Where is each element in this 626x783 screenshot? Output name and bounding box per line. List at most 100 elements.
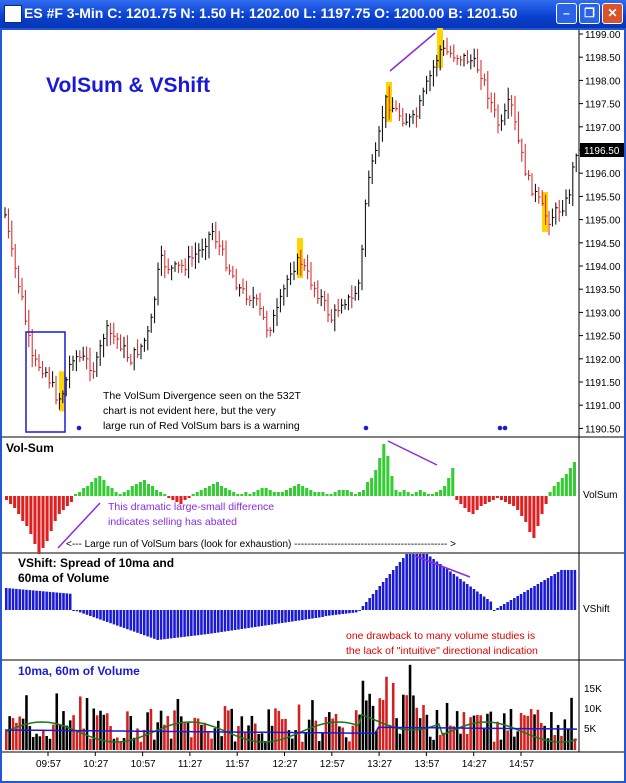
volume-bar xyxy=(18,716,22,750)
volume-bar xyxy=(129,716,133,750)
volume-bar xyxy=(415,707,419,750)
volsum-bar xyxy=(353,494,357,496)
note-line: one drawback to many volume studies is xyxy=(346,630,536,642)
vshift-bar xyxy=(391,570,395,610)
window-titlebar[interactable]: ES #F 3-Min C: 1201.75 N: 1.50 H: 1202.0… xyxy=(0,0,626,28)
vshift-bar xyxy=(472,589,476,610)
price-tick-label: 1194.00 xyxy=(585,262,621,273)
volume-bar xyxy=(476,715,479,750)
volume-bar xyxy=(465,733,469,750)
vshift-bar xyxy=(82,610,85,614)
volume-bar xyxy=(496,721,499,750)
volume-bar xyxy=(102,714,106,750)
vshift-bar xyxy=(513,598,516,610)
volsum-bar xyxy=(57,496,61,514)
volume-bar xyxy=(432,739,435,750)
volsum-bar xyxy=(361,490,366,496)
volsum-bar xyxy=(65,496,69,506)
vshift-bar xyxy=(89,610,92,616)
vshift-bar xyxy=(422,554,425,610)
volume-bar xyxy=(418,718,422,750)
volsum-bar xyxy=(536,496,540,526)
vshift-bar xyxy=(274,610,277,624)
vshift-bar xyxy=(253,610,257,627)
volume-bar xyxy=(139,741,143,750)
volsum-bar xyxy=(349,492,353,496)
vshift-bar xyxy=(122,610,126,628)
minimize-button[interactable]: – xyxy=(556,3,577,24)
volsum-bar xyxy=(556,482,560,496)
vshift-bar xyxy=(388,574,392,610)
volsum-bar xyxy=(313,492,317,496)
close-button[interactable]: ✕ xyxy=(602,3,623,24)
volume-bar xyxy=(351,725,355,750)
volsum-note: This dramatic large-small difference ind… xyxy=(108,500,274,530)
volsum-bar xyxy=(69,496,73,502)
volume-bar xyxy=(92,708,96,750)
vshift-bar xyxy=(442,566,445,610)
vshift-bar xyxy=(489,601,493,610)
volume-bar xyxy=(445,702,449,750)
annotation-line: large run of Red VolSum bars is a warnin… xyxy=(103,420,300,432)
volsum-bar xyxy=(410,494,414,496)
vshift-bar xyxy=(543,580,546,610)
volume-bar xyxy=(253,723,257,750)
vshift-bar xyxy=(11,588,15,610)
volume-bar xyxy=(570,697,573,750)
vshift-bar xyxy=(553,574,557,610)
restore-button[interactable]: ❐ xyxy=(579,3,600,24)
volsum-bar xyxy=(252,492,256,496)
volume-bar xyxy=(42,730,45,750)
vshift-bar xyxy=(516,596,519,610)
vshift-bar xyxy=(570,570,573,610)
vshift-bar xyxy=(153,610,156,639)
vshift-bar xyxy=(62,593,65,610)
volsum-bar xyxy=(5,496,9,500)
vshift-bar xyxy=(331,610,334,616)
volume-bar xyxy=(75,729,79,750)
vshift-bar xyxy=(146,610,149,637)
volume-bar xyxy=(190,737,193,750)
price-bars xyxy=(4,28,579,412)
volsum-bar xyxy=(572,462,576,496)
vshift-bar xyxy=(519,594,523,610)
volsum-bar xyxy=(175,496,179,502)
time-tick-label: 12:27 xyxy=(273,759,298,770)
volsum-bar xyxy=(297,484,301,496)
vshift-bar xyxy=(358,610,361,611)
vshift-bar xyxy=(294,610,297,621)
vshift-bar xyxy=(344,610,348,614)
volume-bar xyxy=(368,693,371,750)
volsum-bar xyxy=(467,496,471,512)
volsum-bar xyxy=(459,496,463,504)
vshift-note: one drawback to many volume studies is t… xyxy=(346,629,538,659)
vshift-bar xyxy=(408,554,412,610)
volume-bar xyxy=(227,710,230,750)
volume-bar xyxy=(277,710,281,750)
volsum-histogram xyxy=(5,444,576,554)
volsum-bar xyxy=(171,496,175,500)
volume-bar xyxy=(455,711,459,750)
vshift-bar xyxy=(15,588,18,610)
price-tick-label: 1190.50 xyxy=(585,424,621,435)
volume-bar xyxy=(550,712,553,750)
volume-bar xyxy=(65,725,69,750)
volsum-bar xyxy=(568,468,572,496)
volume-bar xyxy=(408,664,412,750)
volsum-bar xyxy=(333,492,337,496)
volume-bar xyxy=(442,732,445,750)
volsum-bar xyxy=(122,492,126,496)
marker-dot xyxy=(497,425,503,431)
volsum-bar xyxy=(114,492,118,496)
volume-bar xyxy=(35,733,38,750)
volume-bar xyxy=(472,715,476,750)
vshift-bar xyxy=(28,590,32,610)
vshift-bar xyxy=(311,610,314,619)
vshift-bar xyxy=(92,610,96,618)
vshift-bar xyxy=(462,581,466,610)
volsum-bar xyxy=(187,496,191,498)
volsum-bar xyxy=(422,492,426,496)
volume-bar xyxy=(82,728,85,750)
vshift-bar xyxy=(173,610,176,638)
